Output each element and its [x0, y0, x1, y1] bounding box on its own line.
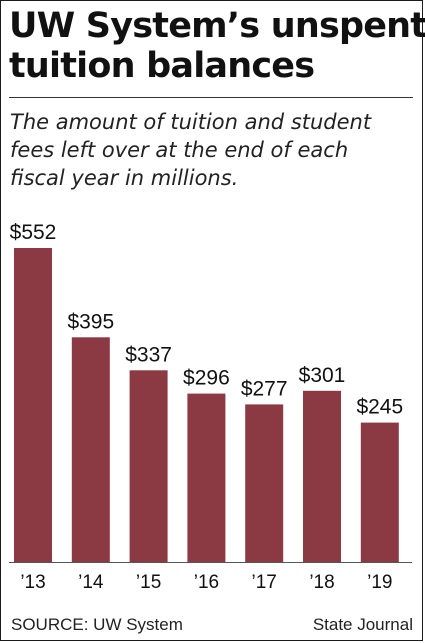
bar-value-label: $395 [67, 310, 114, 333]
chart-subtitle-line-3: fiscal year in millions. [10, 166, 239, 190]
credit-note: State Journal [312, 615, 413, 634]
bar [71, 337, 110, 562]
x-tick-label: ’15 [136, 572, 161, 593]
bar-value-label: $301 [299, 364, 346, 387]
bar-value-label: $245 [356, 396, 403, 419]
bar [303, 390, 341, 562]
bar [129, 370, 168, 562]
x-tick-label: ’19 [367, 572, 392, 593]
chart-subtitle-line-1: The amount of tuition and student [10, 110, 372, 134]
bar-value-label: $337 [125, 343, 172, 366]
source-note: SOURCE: UW System [11, 615, 183, 634]
x-tick-label: ’18 [309, 572, 334, 593]
bar-value-label: $552 [10, 221, 57, 244]
chart-title: UW System’s unspent tuition balances [9, 6, 425, 86]
bar-value-label: $296 [183, 367, 230, 390]
chart-title-line-2: tuition balances [9, 46, 315, 86]
x-tick-label: ’13 [20, 572, 45, 593]
bar [245, 404, 284, 562]
title-divider [9, 97, 413, 98]
bar [360, 422, 399, 562]
bar [187, 393, 226, 562]
chart-subtitle: The amount of tuition and student fees l… [10, 108, 415, 192]
x-tick-label: ’14 [78, 572, 104, 593]
x-tick-label: ’16 [194, 572, 219, 593]
chart-title-line-1: UW System’s unspent [9, 6, 425, 46]
bar-value-label: $277 [241, 377, 288, 400]
bar [14, 248, 52, 562]
x-tick-label: ’17 [252, 572, 277, 593]
chart-subtitle-line-2: fees left over at the end of each [10, 138, 349, 162]
